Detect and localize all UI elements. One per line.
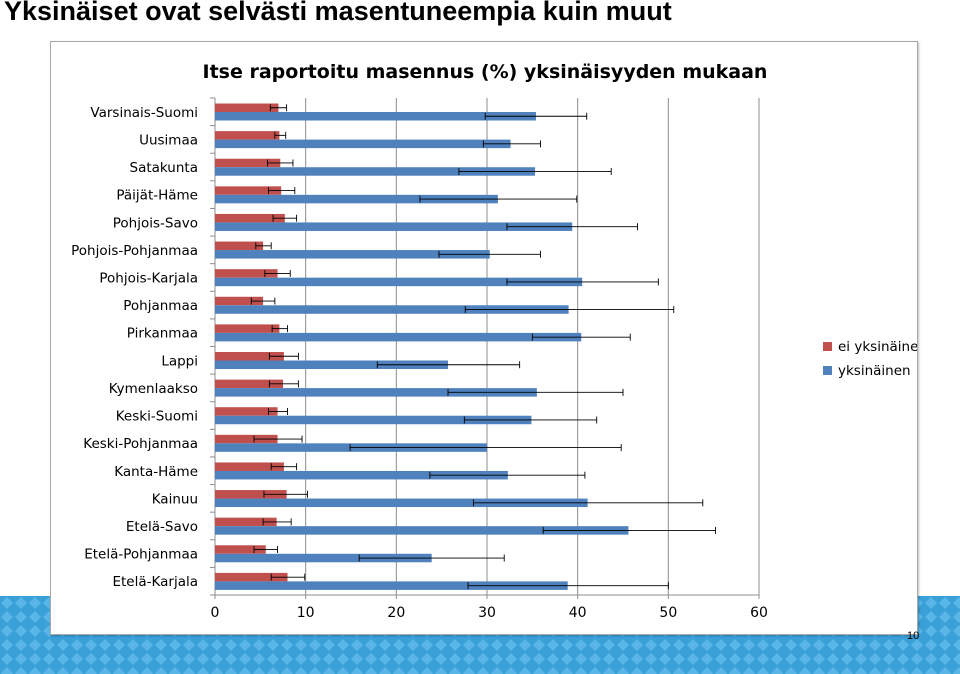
- bar-yksinainen: [215, 360, 449, 369]
- legend-label-yksinainen: yksinäinen: [838, 363, 911, 379]
- bar-yksinainen: [215, 112, 536, 121]
- bar-yksinainen: [215, 277, 583, 287]
- category-label: Pirkanmaa: [127, 326, 198, 342]
- bar-ei-yksinainen: [215, 213, 285, 223]
- x-tick-label: 30: [478, 605, 496, 621]
- category-label: Varsinais-Suomi: [90, 105, 198, 121]
- bar-ei-yksinainen: [215, 324, 280, 333]
- category-label: Etelä-Savo: [126, 519, 198, 535]
- bar-ei-yksinainen: [215, 158, 281, 168]
- category-label: Kymenlaakso: [109, 381, 198, 397]
- chart-title: Itse raportoitu masennus (%) yksinäisyyd…: [203, 61, 768, 83]
- bar-ei-yksinainen: [215, 269, 278, 278]
- category-label: Etelä-Pohjanmaa: [84, 547, 198, 563]
- bars: [215, 103, 716, 590]
- category-label: Keski-Pohjanmaa: [83, 436, 198, 452]
- bar-yksinainen: [215, 415, 532, 425]
- x-tick-label: 10: [297, 605, 315, 621]
- category-label: Päijät-Häme: [116, 188, 198, 204]
- bar-yksinainen: [215, 498, 588, 508]
- bar-ei-yksinainen: [215, 131, 280, 140]
- legend-swatch-ei-yksinainen: [823, 342, 832, 351]
- bar-ei-yksinainen: [215, 103, 279, 112]
- bar-yksinainen: [215, 388, 537, 397]
- bar-yksinainen: [215, 250, 490, 259]
- category-label: Pohjois-Karjala: [99, 270, 198, 286]
- bar-yksinainen: [215, 305, 569, 314]
- legend-label-ei-yksinainen: ei yksinäinen: [838, 339, 917, 355]
- category-label: Satakunta: [130, 160, 199, 176]
- x-tick-label: 60: [750, 605, 768, 621]
- category-label: Uusimaa: [139, 132, 198, 148]
- bar-ei-yksinainen: [215, 296, 264, 306]
- bar-yksinainen: [215, 194, 498, 204]
- bar-yksinainen: [215, 139, 511, 149]
- bar-ei-yksinainen: [215, 186, 282, 195]
- bar-yksinainen: [215, 470, 508, 480]
- category-label: Lappi: [161, 353, 198, 369]
- category-label: Keski-Suomi: [116, 409, 198, 425]
- bar-ei-yksinainen: [215, 352, 284, 361]
- legend: ei yksinäinen yksinäinen: [823, 339, 917, 379]
- category-label: Pohjanmaa: [123, 298, 198, 314]
- bar-ei-yksinainen: [215, 241, 264, 251]
- x-tick-label: 40: [569, 605, 587, 621]
- bar-ei-yksinainen: [215, 545, 266, 554]
- chart-frame: Itse raportoitu masennus (%) yksinäisyyd…: [50, 41, 918, 635]
- category-label: Etelä-Karjala: [112, 574, 198, 590]
- x-tick-label: 20: [387, 605, 405, 621]
- x-tick-label: 0: [211, 605, 220, 621]
- x-tick-label: 50: [659, 605, 677, 621]
- bar-ei-yksinainen: [215, 407, 278, 416]
- bar-ei-yksinainen: [215, 434, 278, 444]
- bar-yksinainen: [215, 222, 573, 231]
- bar-yksinainen: [215, 526, 629, 535]
- bar-yksinainen: [215, 581, 568, 590]
- bar-ei-yksinainen: [215, 517, 277, 527]
- depression-by-loneliness-chart: Itse raportoitu masennus (%) yksinäisyyd…: [71, 61, 917, 621]
- legend-swatch-yksinainen: [823, 366, 832, 375]
- bar-yksinainen: [215, 167, 536, 176]
- category-labels: Varsinais-Suomi Uusimaa Satakunta Päijät-Hä…: [71, 105, 198, 590]
- bar-yksinainen: [215, 553, 432, 563]
- category-label: Pohjois-Pohjanmaa: [71, 243, 198, 259]
- slide-title: Yksinäiset ovat selvästi masentuneempia …: [4, 0, 672, 26]
- category-label: Kainuu: [152, 491, 198, 507]
- x-axis-ticks: 0 10 20 30 40 50 60: [211, 605, 768, 621]
- category-label: Kanta-Häme: [114, 464, 198, 480]
- bar-ei-yksinainen: [215, 379, 283, 389]
- bar-yksinainen: [215, 332, 582, 342]
- grid-lines: [210, 97, 760, 599]
- category-label: Pohjois-Savo: [113, 215, 198, 231]
- bar-ei-yksinainen: [215, 490, 287, 499]
- bar-ei-yksinainen: [215, 572, 288, 582]
- page-number: 10: [907, 630, 920, 642]
- bar-ei-yksinainen: [215, 462, 284, 471]
